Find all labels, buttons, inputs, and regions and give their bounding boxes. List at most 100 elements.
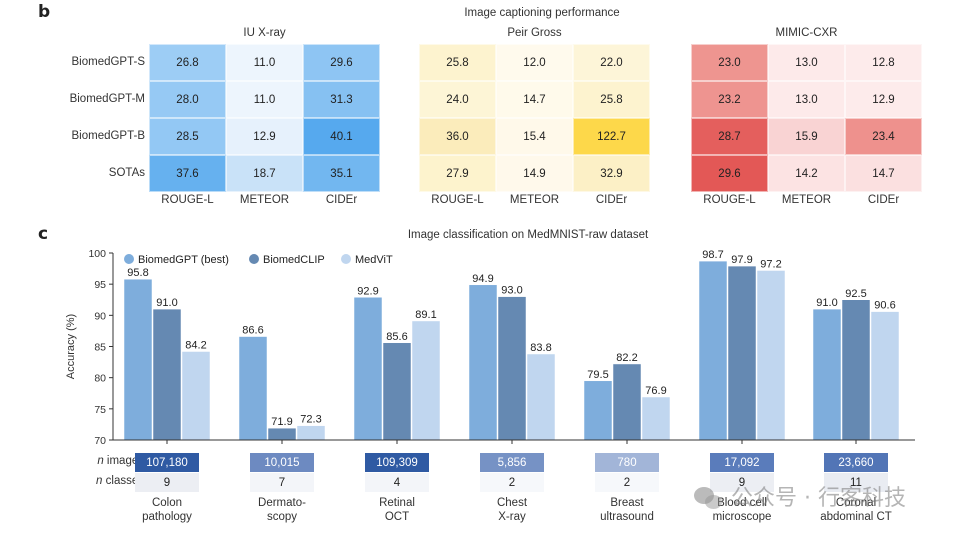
heatmap-cell: 23.0 [691,44,768,81]
heatmap-cell: 18.7 [226,155,303,192]
heatmap-cell: 40.1 [303,118,380,155]
column-label: METEOR [781,194,832,206]
column-label: METEOR [239,194,290,206]
heatmap-title: Image captioning performance [464,7,620,19]
bar-value-label: 91.0 [156,297,177,309]
heatmap-cell: 14.7 [845,155,922,192]
category-label: Colon pathology [142,497,192,523]
heatmap-cell: 28.0 [149,81,226,118]
bar [152,308,182,441]
bar-value-label: 72.3 [300,414,321,426]
n-classes-cell: 11 [824,473,888,492]
bar [238,336,268,441]
category-label: Retinal OCT [379,497,415,523]
bar-value-label: 97.9 [731,254,752,266]
panel-label-c: c [38,224,49,244]
heatmap-cell: 32.9 [573,155,650,192]
bar-value-label: 91.0 [816,297,837,309]
n-classes-cell: 2 [595,473,659,492]
n-images-cell: 23,660 [824,453,888,472]
heatmap-cell: 14.9 [496,155,573,192]
heatmap-cell: 23.2 [691,81,768,118]
heatmap-cell: 29.6 [691,155,768,192]
bar-value-label: 97.2 [760,258,781,270]
bar [123,278,153,441]
bar [641,396,671,441]
column-label: ROUGE-L [703,194,756,206]
y-tick-label: 95 [94,279,106,291]
heatmap-cell: 28.5 [149,118,226,155]
row-label: BiomedGPT-S [71,56,146,68]
legend-label: BiomedCLIP [263,254,325,266]
row-label: SOTAs [108,167,145,179]
column-label: CIDEr [595,194,628,206]
bar-value-label: 95.8 [127,267,148,279]
bar-value-label: 84.2 [185,339,206,351]
heatmap-cell: 15.9 [768,118,845,155]
heatmap-cell: 25.8 [419,44,496,81]
bar-value-label: 92.9 [357,285,378,297]
legend-label: BiomedGPT (best) [138,254,229,266]
bar-value-label: 89.1 [415,309,436,321]
bar [841,299,871,441]
heatmap-cell: 25.8 [573,81,650,118]
heatmap-cell: 15.4 [496,118,573,155]
bar [181,351,211,441]
n-images-cell: 17,092 [710,453,774,472]
bar-value-label: 94.9 [472,273,493,285]
heatmap-cell: 13.0 [768,44,845,81]
n-classes-cell: 9 [710,473,774,492]
bar [756,270,786,441]
heatmap-cell: 35.1 [303,155,380,192]
heatmap-cell: 24.0 [419,81,496,118]
watermark: 公众号 · 行客科技 [694,480,906,512]
bar-value-label: 98.7 [702,249,723,261]
heatmap-cell: 12.9 [226,118,303,155]
bar-value-label: 85.6 [386,331,407,343]
row-label: BiomedGPT-M [69,93,145,105]
bar-value-label: 92.5 [845,288,866,300]
bar [353,297,383,441]
n-images-label: n images [97,455,144,467]
bar [497,296,527,441]
panel-label-b: b [38,2,51,22]
row-label: BiomedGPT-B [71,130,146,142]
heatmap-cell: 26.8 [149,44,226,81]
column-label: CIDEr [325,194,358,206]
n-images-cell: 109,309 [365,453,429,472]
category-label: Breast ultrasound [600,497,654,523]
y-tick-label: 70 [94,435,106,447]
heatmap-cell: 28.7 [691,118,768,155]
heatmap-cell: 14.7 [496,81,573,118]
bar [526,353,556,441]
bar-chart-title: Image classification on MedMNIST-raw dat… [407,229,649,241]
legend-marker [249,254,259,264]
wechat-icon [694,487,724,511]
y-tick-label: 75 [94,404,106,416]
n-images-cell: 10,015 [250,453,314,472]
bar [468,284,498,441]
bar [612,363,642,441]
bar-value-label: 90.6 [874,300,895,312]
heatmap-cell: 31.3 [303,81,380,118]
heatmap-cell: 22.0 [573,44,650,81]
n-classes-cell: 4 [365,473,429,492]
n-images-cell: 107,180 [135,453,199,472]
legend-marker [341,254,351,264]
heatmap-cell: 36.0 [419,118,496,155]
heatmap-cell: 12.9 [845,81,922,118]
legend-marker [124,254,134,264]
column-label: ROUGE-L [431,194,484,206]
y-tick-label: 80 [94,373,106,385]
heatmap-cell: 12.8 [845,44,922,81]
n-images-cell: 780 [595,453,659,472]
bar [411,320,441,441]
heatmap-cell: 12.0 [496,44,573,81]
heatmap-cell: 14.2 [768,155,845,192]
heatmap-cell: 27.9 [419,155,496,192]
heatmap-cell: 11.0 [226,44,303,81]
bar [296,425,326,441]
bar [812,308,842,441]
watermark-text: 公众号 · 行客科技 [731,486,906,511]
